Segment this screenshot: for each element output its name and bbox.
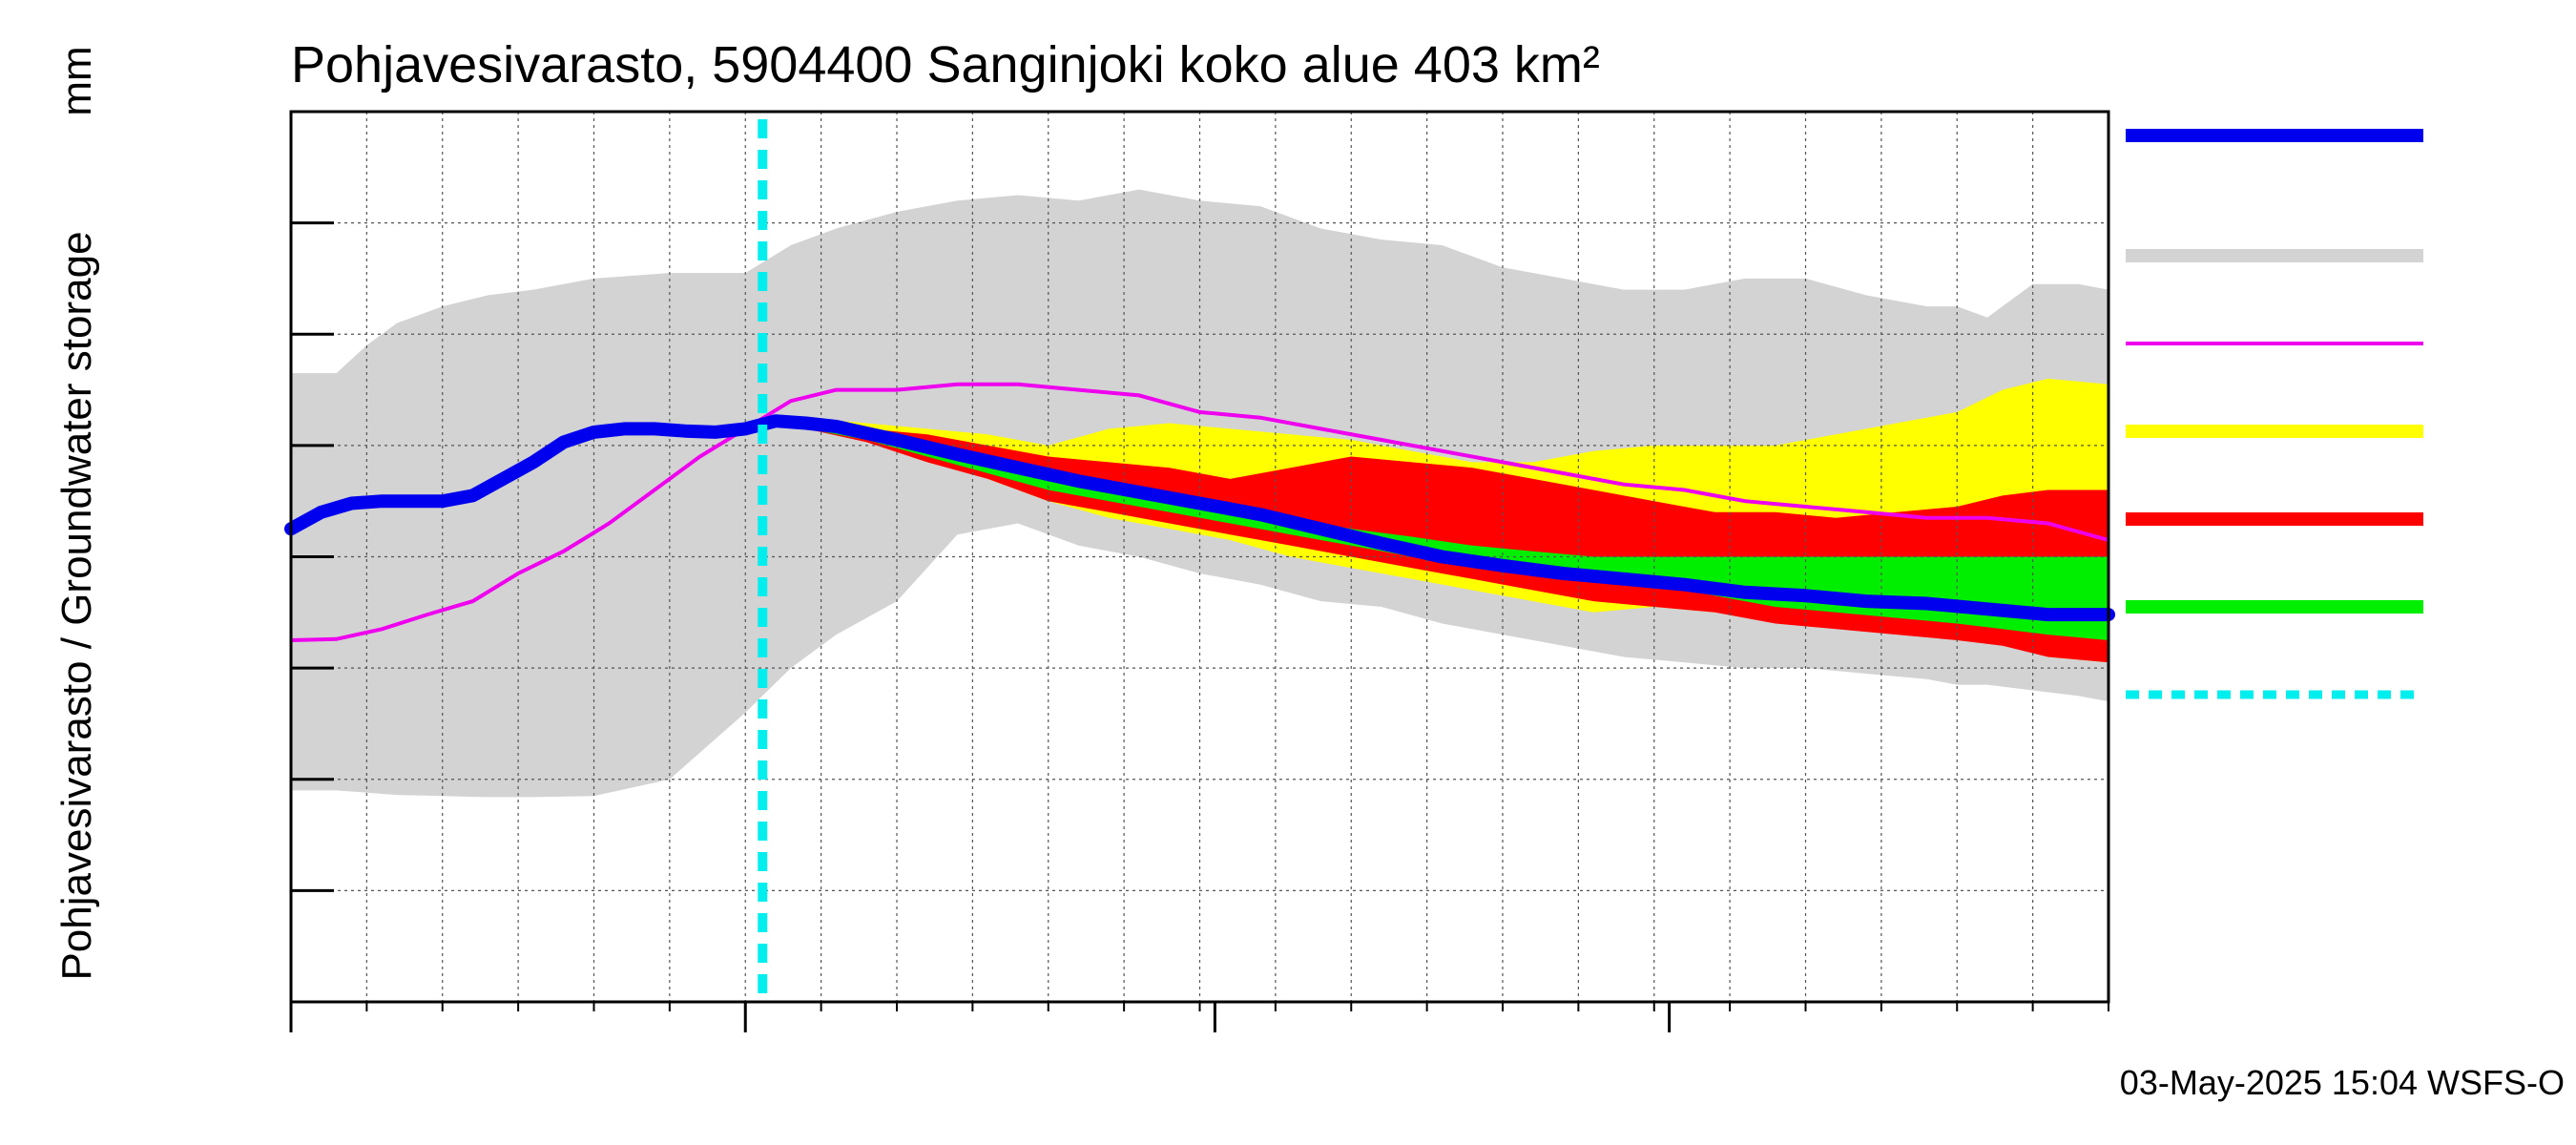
chart-title: Pohjavesivarasto, 5904400 Sanginjoki kok… [291,36,1600,94]
p25-75-band [760,423,2109,640]
y-axis-label: Pohjavesivarasto / Groundwater storage [53,231,100,980]
grid-layer [291,112,2109,1002]
axes-layer [289,110,2110,1032]
legend [2126,129,2423,699]
y-axis-unit: mm [53,46,100,115]
mean-line [290,382,2109,642]
timestamp-footer: 03-May-2025 15:04 WSFS-O [2120,1063,2565,1102]
simulated-median-line [284,414,2115,622]
line-layer [284,119,2115,1002]
